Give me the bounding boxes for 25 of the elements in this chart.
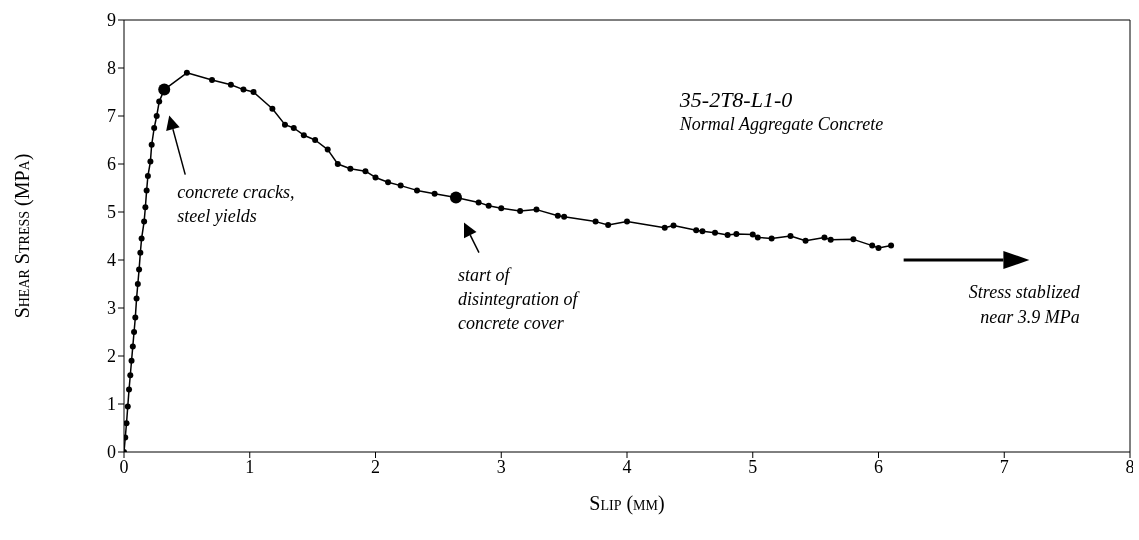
x-tick-label: 4: [622, 456, 632, 477]
text: Normal Aggregate Concrete: [678, 114, 884, 135]
x-tick-label: 8: [1125, 456, 1135, 477]
x-tick-label: 2: [371, 456, 380, 477]
x-tick-label: 7: [999, 456, 1009, 477]
y-tick-label: 5: [107, 202, 116, 223]
y-tick-label: 1: [107, 394, 116, 415]
x-tick-label: 1: [245, 456, 255, 477]
y-tick-label: 8: [107, 58, 116, 79]
annotation: concrete cracks, steel yields: [177, 181, 295, 226]
y-tick-label: 2: [107, 346, 116, 367]
annotation: start of disintegration of concrete cover: [457, 264, 581, 334]
annotation: Stress stablized near 3.9 MPa: [968, 282, 1081, 327]
y-tick-label: 0: [107, 442, 116, 463]
x-axis-title: Slip (mm): [589, 492, 665, 516]
y-tick-label: 4: [107, 250, 116, 271]
y-axis-title: Shear Stress (MPa): [11, 153, 35, 319]
y-tick-label: 6: [107, 154, 116, 175]
x-tick-label: 5: [748, 456, 758, 477]
x-tick-label: 6: [874, 456, 883, 477]
y-tick-label: 3: [107, 298, 116, 319]
text: 35-2T8-L1-0: [678, 87, 793, 113]
y-tick-label: 7: [107, 106, 116, 127]
x-tick-label: 3: [496, 456, 506, 477]
y-tick-label: 9: [107, 10, 116, 31]
